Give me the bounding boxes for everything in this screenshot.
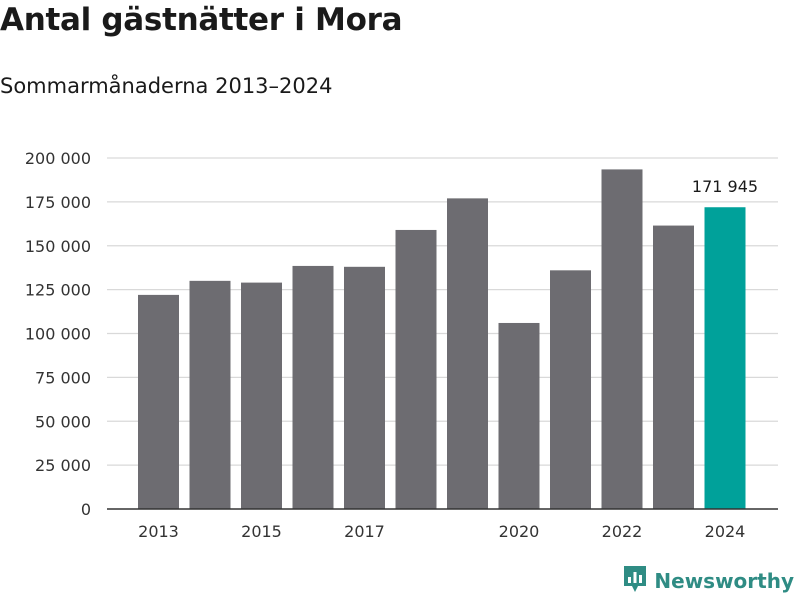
y-tick-label: 75 000 <box>35 368 91 387</box>
y-tick-label: 175 000 <box>25 193 91 212</box>
y-tick-label: 100 000 <box>25 325 91 344</box>
x-axis-tick-labels: 2013 2015 2017 2020 2022 2024 <box>138 522 745 541</box>
bar-2016 <box>292 265 334 509</box>
newsworthy-brand: Newsworthy <box>622 564 794 598</box>
y-tick-label: 200 000 <box>25 149 91 168</box>
bar-2020 <box>498 322 540 509</box>
chart-subtitle: Sommarmånaderna 2013–2024 <box>0 74 333 98</box>
y-tick-label: 25 000 <box>35 456 91 475</box>
y-axis-tick-labels: 0 25 000 50 000 75 000 100 000 125 000 150 000… <box>25 149 91 519</box>
bar-2015 <box>241 282 282 509</box>
bar-2019 <box>447 198 488 510</box>
bar-2013 <box>138 294 179 509</box>
y-tick-label: 50 000 <box>35 412 91 431</box>
y-tick-label: 0 <box>81 500 91 519</box>
bar-2018 <box>395 229 437 509</box>
x-tick-label: 2020 <box>499 522 540 541</box>
bar-2017 <box>344 266 385 509</box>
bar-chart: 0 25 000 50 000 75 000 100 000 125 000 150 000… <box>25 149 778 541</box>
brand-name: Newsworthy <box>654 569 794 593</box>
newsworthy-logo-icon <box>622 564 648 598</box>
data-label: 171 945 <box>692 177 758 196</box>
x-tick-label: 2013 <box>138 522 179 541</box>
x-tick-label: 2017 <box>344 522 385 541</box>
y-tick-label: 150 000 <box>25 237 91 256</box>
bar-2022 <box>601 169 643 509</box>
bar-2021 <box>550 270 591 509</box>
bar-2014 <box>189 280 231 509</box>
x-tick-label: 2015 <box>241 522 282 541</box>
x-tick-label: 2024 <box>705 522 746 541</box>
bars <box>107 169 778 510</box>
bar-2023 <box>653 225 694 509</box>
x-tick-label: 2022 <box>602 522 643 541</box>
chart-title: Antal gästnätter i Mora <box>0 2 403 38</box>
y-tick-label: 125 000 <box>25 281 91 300</box>
bar-2024 <box>704 207 746 510</box>
data-labels: 171 945 <box>692 177 758 196</box>
